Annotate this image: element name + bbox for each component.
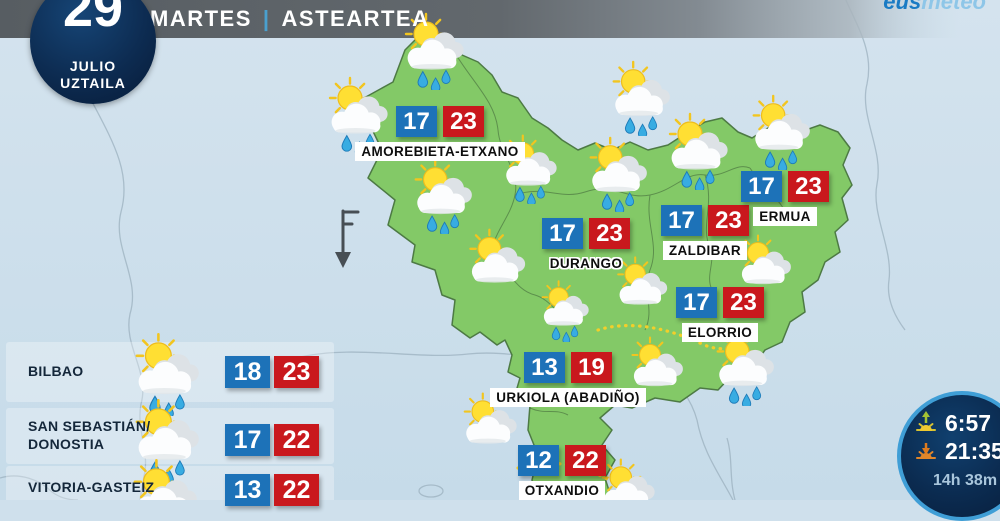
max-temp: 23 <box>708 205 749 236</box>
temperature-pair: 17 23 <box>340 106 540 137</box>
min-temp: 13 <box>225 474 270 506</box>
temperature-pair: 17 23 <box>685 171 885 202</box>
weekday-eu: ASTEARTEA <box>281 6 430 31</box>
max-temp: 19 <box>571 352 612 383</box>
town-forecast-ermua: 17 23 ERMUA <box>685 171 885 226</box>
town-forecast-urkiola: 13 19 URKIOLA (ABADIÑO) <box>468 352 668 407</box>
city-name: VITORIA-GASTEIZ <box>28 479 155 495</box>
town-name: OTXANDIO <box>462 481 662 500</box>
town-forecast-amorebieta: 17 23 AMOREBIETA-ETXANO <box>340 106 540 161</box>
date-month-eu: UZTAILA <box>60 75 126 91</box>
town-forecast-zaldibar: 17 23 ZALDIBAR <box>605 205 805 260</box>
separator: | <box>262 6 271 31</box>
min-temp: 17 <box>225 424 270 456</box>
min-temp: 17 <box>542 218 583 249</box>
city-row-donostia: SAN SEBASTIÁN/DONOSTIA 17 22 <box>6 408 334 464</box>
city-row-vitoria: VITORIA-GASTEIZ 13 22 <box>6 466 334 506</box>
temperature-pair: 17 23 <box>620 287 820 318</box>
eusmeteo-logo: eusmeteo <box>883 0 986 14</box>
header-weekday: MARTES | ASTEARTEA <box>150 0 430 38</box>
max-temp: 22 <box>565 445 606 476</box>
max-temp: 22 <box>274 424 319 456</box>
sunset-row: 21:35 <box>913 437 1000 465</box>
wind-arrow-icon <box>335 209 360 268</box>
town-name: ERMUA <box>685 207 885 226</box>
temperature-pair: 17 23 <box>605 205 805 236</box>
sunset-icon <box>916 443 936 459</box>
daylight-duration: 14h 38m <box>933 472 998 489</box>
city-name: SAN SEBASTIÁN/DONOSTIA <box>28 418 151 452</box>
min-temp: 17 <box>396 106 437 137</box>
temperature-pair: 17 22 <box>225 424 319 456</box>
sunrise-row: 6:57 <box>913 409 1000 437</box>
town-forecast-durango: 17 23 DURANGO <box>486 218 686 273</box>
town-name: DURANGO <box>549 256 623 271</box>
header-bar <box>0 0 1000 38</box>
temperature-pair: 12 22 <box>462 445 662 476</box>
sunrise-time: 6:57 <box>945 409 992 436</box>
sun-times-circle: 6:57 21:35 14h 38m <box>897 391 1000 521</box>
town-name: ZALDIBAR <box>605 241 805 260</box>
max-temp: 23 <box>723 287 764 318</box>
sunset-time: 21:35 <box>945 437 1000 464</box>
town-name: ELORRIO <box>620 323 820 342</box>
min-temp: 17 <box>676 287 717 318</box>
date-month-es: JULIO <box>69 58 117 74</box>
max-temp: 22 <box>274 474 319 506</box>
town-forecast-otxandio: 12 22 OTXANDIO <box>462 445 662 500</box>
temperature-pair: 18 23 <box>225 356 319 388</box>
city-name: BILBAO <box>28 363 84 379</box>
max-temp: 23 <box>443 106 484 137</box>
max-temp: 23 <box>589 218 630 249</box>
min-temp: 12 <box>518 445 559 476</box>
temperature-pair: 13 22 <box>225 474 319 506</box>
temperature-pair: 17 23 <box>486 218 686 249</box>
min-temp: 18 <box>225 356 270 388</box>
city-row-bilbao: BILBAO 18 23 <box>6 342 334 402</box>
max-temp: 23 <box>274 356 319 388</box>
min-temp: 13 <box>524 352 565 383</box>
town-name: URKIOLA (ABADIÑO) <box>468 388 668 407</box>
min-temp: 17 <box>661 205 702 236</box>
town-forecast-elorrio: 17 23 ELORRIO <box>620 287 820 342</box>
temperature-pair: 13 19 <box>468 352 668 383</box>
sunrise-icon <box>916 411 936 431</box>
town-name: AMOREBIETA-ETXANO <box>340 142 540 161</box>
min-temp: 17 <box>741 171 782 202</box>
weekday-es: MARTES <box>150 6 252 31</box>
max-temp: 23 <box>788 171 829 202</box>
date-circle: 29 JULIO UZTAILA <box>30 0 156 104</box>
date-day: 29 <box>62 0 124 38</box>
